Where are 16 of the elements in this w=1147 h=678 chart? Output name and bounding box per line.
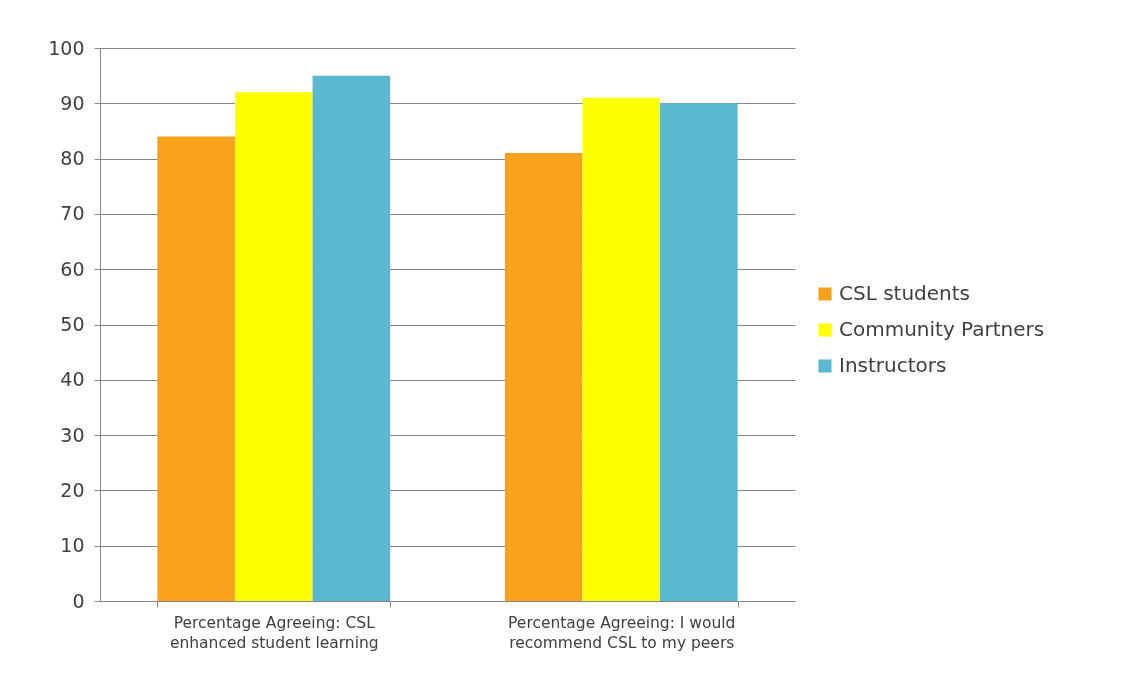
x-tick-label: Percentage Agreeing: CSL enhanced student learning	[169, 613, 379, 652]
y-tick-label: 0	[72, 589, 85, 612]
y-tick-label: 10	[60, 534, 85, 557]
y-tick-label: 70	[60, 202, 85, 225]
y-tick-label: 80	[60, 147, 85, 170]
y-tick-label: 90	[60, 91, 85, 114]
x-tick-label: Percentage Agreeing: I would recommend CSL to my peers	[508, 613, 736, 652]
y-tick-label: 100	[48, 36, 85, 59]
y-tick-label: 60	[60, 257, 85, 280]
legend-label: CSL students	[839, 281, 971, 305]
y-tick-label: 40	[60, 368, 85, 391]
y-tick-label: 30	[60, 423, 85, 446]
y-tick-label: 20	[60, 478, 85, 501]
legend-label: Instructors	[839, 353, 947, 377]
legend-label: Community Partners	[839, 317, 1045, 341]
y-tick-label: 50	[60, 313, 85, 335]
